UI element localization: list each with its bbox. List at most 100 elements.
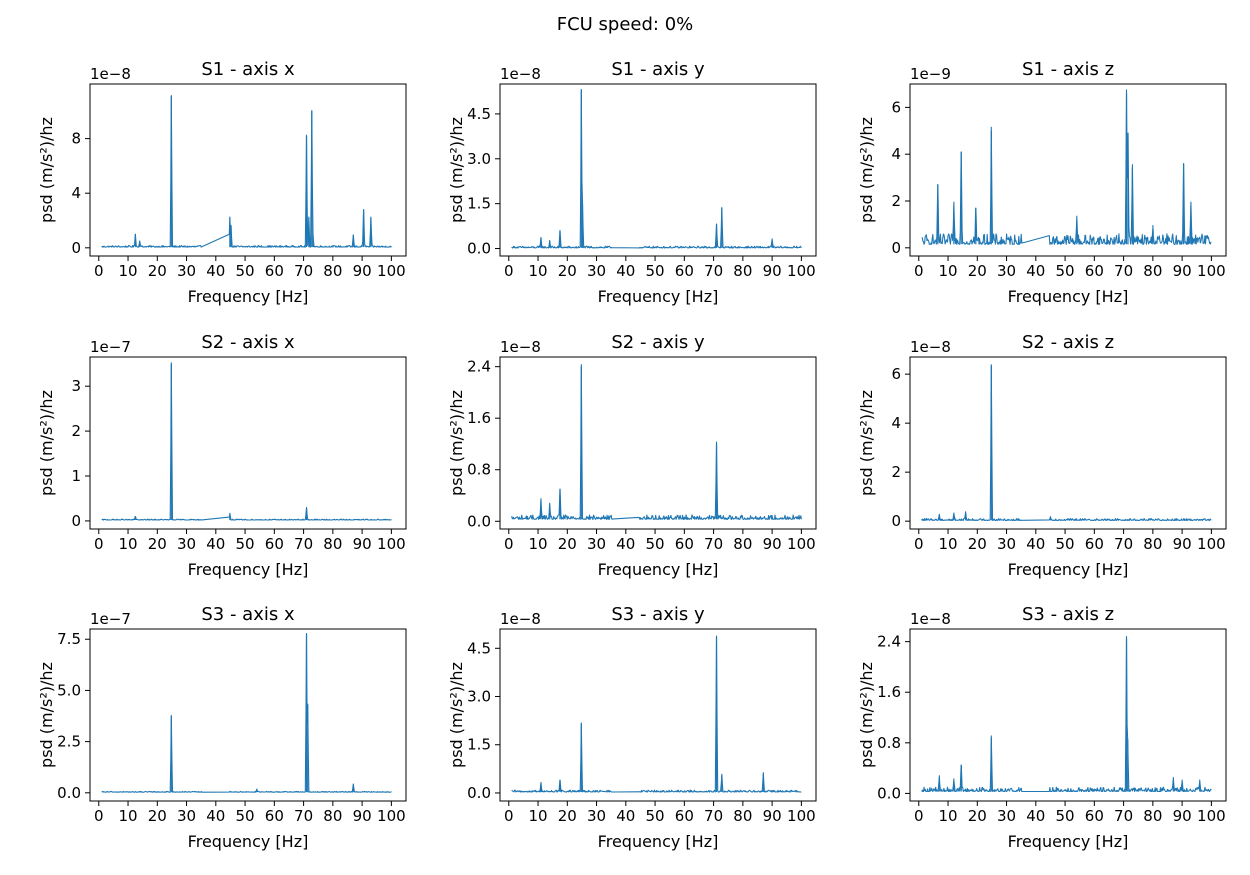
y-tick-label: 0 bbox=[71, 512, 81, 530]
x-tick-label: 30 bbox=[997, 262, 1016, 280]
psd-series-line bbox=[101, 95, 392, 248]
x-tick-label: 40 bbox=[1026, 535, 1045, 553]
x-tick-label: 90 bbox=[1173, 535, 1192, 553]
x-tick-label: 70 bbox=[1114, 262, 1133, 280]
x-tick-label: 80 bbox=[1143, 807, 1162, 825]
y-tick-label: 5.0 bbox=[57, 681, 81, 699]
subplot: 0 10 20 30 40 50 60 70 80 90 100 0.0 0.8 1.6 2.4 S2 - a… bbox=[447, 332, 817, 579]
x-tick-label: 20 bbox=[558, 262, 577, 280]
figure-title: FCU speed: 0% bbox=[556, 14, 694, 35]
x-tick-label: 10 bbox=[528, 535, 547, 553]
x-tick-label: 60 bbox=[265, 535, 284, 553]
x-tick-label: 100 bbox=[787, 807, 816, 825]
x-tick-label: 40 bbox=[616, 807, 635, 825]
x-tick-label: 70 bbox=[704, 262, 723, 280]
x-tick-label: 20 bbox=[558, 535, 577, 553]
x-tick-label: 60 bbox=[675, 262, 694, 280]
y-tick-label: 8 bbox=[71, 130, 81, 148]
x-tick-label: 10 bbox=[938, 535, 957, 553]
y-tick-label: 3 bbox=[71, 377, 81, 395]
y-axis-label: psd (m/s²)/hz bbox=[447, 390, 466, 496]
x-tick-label: 0 bbox=[94, 807, 104, 825]
x-tick-label: 60 bbox=[675, 535, 694, 553]
y-scale-label: 1e−8 bbox=[500, 338, 541, 356]
y-scale-label: 1e−7 bbox=[90, 610, 131, 628]
psd-series-line bbox=[921, 89, 1212, 245]
x-tick-label: 80 bbox=[1143, 262, 1162, 280]
x-axis-label: Frequency [Hz] bbox=[188, 560, 309, 579]
x-tick-label: 60 bbox=[265, 262, 284, 280]
x-tick-label: 20 bbox=[968, 535, 987, 553]
y-tick-label: 0.0 bbox=[877, 784, 901, 802]
x-tick-label: 50 bbox=[646, 535, 665, 553]
y-tick-label: 4 bbox=[891, 414, 901, 432]
x-tick-label: 80 bbox=[323, 807, 342, 825]
x-tick-label: 100 bbox=[1197, 535, 1226, 553]
subplot-title: S2 - axis z bbox=[1022, 332, 1114, 353]
y-tick-label: 0.0 bbox=[57, 784, 81, 802]
y-tick-label: 3.0 bbox=[467, 150, 491, 168]
x-tick-label: 20 bbox=[968, 262, 987, 280]
x-axis-label: Frequency [Hz] bbox=[598, 560, 719, 579]
y-tick-label: 1.5 bbox=[467, 195, 491, 213]
y-scale-label: 1e−8 bbox=[90, 65, 131, 83]
x-tick-label: 30 bbox=[587, 535, 606, 553]
y-tick-label: 2.4 bbox=[877, 633, 901, 651]
x-tick-label: 20 bbox=[968, 807, 987, 825]
x-tick-label: 20 bbox=[558, 807, 577, 825]
subplot: 0 10 20 30 40 50 60 70 80 90 100 0 1 2 3 S2 - axis x 1e−… bbox=[37, 332, 407, 579]
x-tick-label: 40 bbox=[1026, 807, 1045, 825]
x-tick-label: 70 bbox=[1114, 535, 1133, 553]
x-axis-label: Frequency [Hz] bbox=[1008, 560, 1129, 579]
x-axis-label: Frequency [Hz] bbox=[598, 287, 719, 306]
x-tick-label: 100 bbox=[377, 535, 406, 553]
x-tick-label: 90 bbox=[763, 262, 782, 280]
x-tick-label: 50 bbox=[646, 807, 665, 825]
y-tick-label: 4 bbox=[891, 145, 901, 163]
axes-frame bbox=[909, 628, 1227, 802]
subplot-title: S2 - axis x bbox=[201, 332, 295, 353]
psd-series-line bbox=[511, 635, 802, 793]
x-tick-label: 30 bbox=[177, 535, 196, 553]
x-axis-label: Frequency [Hz] bbox=[188, 287, 309, 306]
y-tick-label: 4.5 bbox=[467, 105, 491, 123]
psd-series-line bbox=[101, 362, 392, 521]
x-tick-label: 30 bbox=[177, 807, 196, 825]
x-tick-label: 20 bbox=[148, 535, 167, 553]
y-axis-label: psd (m/s²)/hz bbox=[37, 390, 56, 496]
x-tick-label: 90 bbox=[763, 807, 782, 825]
x-tick-label: 0 bbox=[94, 262, 104, 280]
x-tick-label: 40 bbox=[206, 262, 225, 280]
y-tick-label: 0.8 bbox=[467, 461, 491, 479]
x-tick-label: 60 bbox=[1085, 535, 1104, 553]
x-tick-label: 70 bbox=[704, 535, 723, 553]
x-tick-label: 10 bbox=[528, 807, 547, 825]
x-tick-label: 50 bbox=[646, 262, 665, 280]
subplot: 0 10 20 30 40 50 60 70 80 90 100 0.0 2.5 5.0 7.5 S3 - a… bbox=[37, 604, 407, 851]
y-tick-label: 4.5 bbox=[467, 639, 491, 657]
x-tick-label: 60 bbox=[1085, 807, 1104, 825]
psd-series-line bbox=[921, 636, 1212, 793]
x-tick-label: 80 bbox=[733, 262, 752, 280]
psd-series-line bbox=[511, 88, 802, 249]
x-tick-label: 90 bbox=[353, 807, 372, 825]
y-tick-label: 2.4 bbox=[467, 358, 491, 376]
x-axis-label: Frequency [Hz] bbox=[1008, 832, 1129, 851]
subplot: 0 10 20 30 40 50 60 70 80 90 100 0.0 0.8 1.6 2.4 S3 - a… bbox=[857, 604, 1227, 851]
x-tick-label: 40 bbox=[206, 807, 225, 825]
y-tick-label: 3.0 bbox=[467, 688, 491, 706]
x-tick-label: 0 bbox=[504, 262, 514, 280]
x-tick-label: 20 bbox=[148, 807, 167, 825]
x-tick-label: 60 bbox=[265, 807, 284, 825]
x-tick-label: 0 bbox=[504, 535, 514, 553]
psd-series-line bbox=[921, 364, 1212, 521]
axes-frame bbox=[499, 628, 817, 802]
x-tick-label: 50 bbox=[1056, 807, 1075, 825]
x-tick-label: 80 bbox=[733, 535, 752, 553]
y-tick-label: 0.8 bbox=[877, 734, 901, 752]
x-axis-label: Frequency [Hz] bbox=[188, 832, 309, 851]
x-tick-label: 40 bbox=[1026, 262, 1045, 280]
x-tick-label: 0 bbox=[914, 807, 924, 825]
subplot-title: S1 - axis x bbox=[201, 59, 295, 80]
x-tick-label: 90 bbox=[1173, 262, 1192, 280]
